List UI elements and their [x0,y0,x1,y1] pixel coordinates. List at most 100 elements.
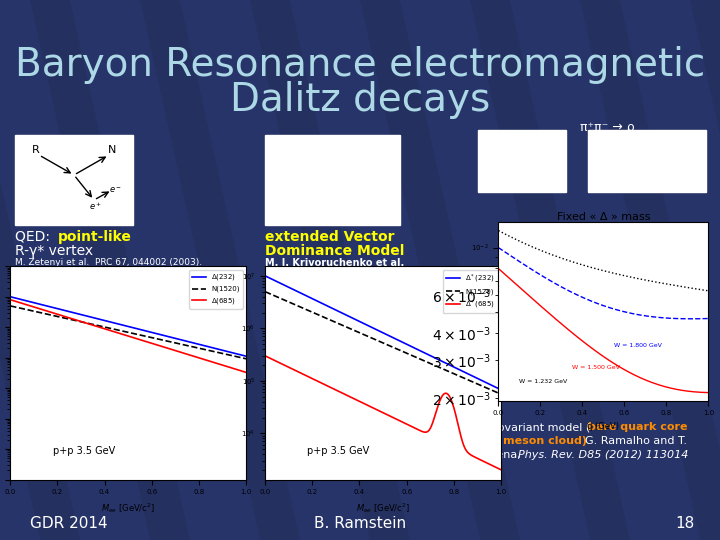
$\Delta$(685) [120,332,128,338]
Text: extended Vector: extended Vector [265,230,395,244]
Polygon shape [510,0,700,540]
N(1520) [491,389,500,395]
N(1520) [134,332,143,338]
Text: Dominance Model: Dominance Model [265,244,405,258]
N(1520) [497,391,505,397]
$\Delta^*$(232) [374,327,383,334]
Text: Baryon Resonance electromagnetic: Baryon Resonance electromagnetic [15,46,705,84]
$\Delta^*$(685) [401,421,410,427]
$\Delta$(232) [6,294,14,300]
Text: bare quark core: bare quark core [588,422,688,432]
Text: $e^-$: $e^-$ [109,185,122,195]
Text: M. I. Krivoruchenko et al.: M. I. Krivoruchenko et al. [265,258,404,268]
Legend: $\Delta^*$(232), N(1520), $\Delta^*$(685): $\Delta^*$(232), N(1520), $\Delta^*$(685… [443,269,498,313]
$\Delta$(232) [242,353,251,360]
N(1520) [120,328,128,335]
Polygon shape [290,0,480,540]
Text: $e^+$: $e^+$ [89,200,102,212]
X-axis label: q (GeV): q (GeV) [588,422,619,431]
Text: Covariant model (: Covariant model ( [490,422,590,432]
Polygon shape [70,0,260,540]
Line: N(1520): N(1520) [10,306,246,359]
Line: $\Delta$(232): $\Delta$(232) [10,297,246,356]
Line: $\Delta^*$(685): $\Delta^*$(685) [265,356,501,470]
Bar [588,130,706,192]
Text: QED:: QED: [15,230,59,244]
$\Delta$(232) [146,329,155,335]
Text: p+p 3.5 GeV: p+p 3.5 GeV [53,446,114,456]
N(1520) [261,288,269,295]
N(1520) [242,355,251,362]
$\Delta$(685) [134,336,143,342]
Bar [478,130,566,192]
$\Delta$(232) [134,326,143,332]
Text: R-γ* vertex: R-γ* vertex [15,244,93,258]
$\Delta^*$(685) [389,414,397,421]
X-axis label: $M_{ee}$ [GeV/c$^2$]: $M_{ee}$ [GeV/c$^2$] [101,501,156,515]
Text: GDR 2014: GDR 2014 [30,516,107,531]
N(1520) [118,328,127,334]
Text: N: N [108,145,117,155]
$\Delta^*$(232) [401,341,410,347]
$\Delta^*$(685) [373,407,382,413]
$\Delta^*$(232) [373,327,382,333]
$\Delta$(685) [6,296,14,303]
$\Delta^*$(232) [454,366,463,373]
Line: $\Delta$(685): $\Delta$(685) [10,300,246,373]
N(1520) [373,337,382,343]
$\Delta^*$(232) [389,334,397,341]
Polygon shape [180,0,370,540]
Text: Ann. Phys. 296, 299 (2002).: Ann. Phys. 296, 299 (2002). [265,270,401,280]
$\Delta$(685) [236,367,245,374]
$\Delta^*$(685) [491,464,500,470]
Title: Fixed « Δ » mass: Fixed « Δ » mass [557,212,650,222]
N(1520) [389,344,397,350]
Polygon shape [0,0,40,540]
N(1520) [236,354,245,361]
$\Delta^*$(685) [261,353,269,359]
Polygon shape [620,0,720,540]
Text: W = 1.800 GeV: W = 1.800 GeV [614,343,662,348]
$\Delta$(685) [118,331,127,338]
Bar [265,135,400,225]
$\Delta$(685) [242,369,251,376]
$\Delta$(232) [236,352,245,358]
$\Delta$(685) [146,340,155,346]
$\Delta$(232) [120,322,128,329]
$\Delta^*$(685) [497,467,505,473]
Text: + meson cloud): + meson cloud) [490,436,587,446]
$\Delta^*$(232) [497,387,505,393]
N(1520) [146,334,155,341]
Text: M. Zetenyi et al.  PRC 67, 044002 (2003).: M. Zetenyi et al. PRC 67, 044002 (2003). [15,258,202,267]
Text: π⁺π⁻ → ρ: π⁺π⁻ → ρ [580,122,634,134]
N(1520) [6,303,14,309]
$\Delta$(685) [199,356,208,362]
Text: Phys. Rev. D85 (2012) 113014: Phys. Rev. D85 (2012) 113014 [518,450,688,460]
Text: Pena,: Pena, [490,450,524,460]
N(1520) [374,338,383,345]
Bar [15,135,133,225]
Text: p+p 3.5 GeV: p+p 3.5 GeV [307,446,369,456]
Text: point-like: point-like [58,230,132,244]
Text: 18: 18 [676,516,695,531]
$\Delta$(232) [118,322,127,328]
Line: N(1520): N(1520) [265,292,501,394]
Text: B. Ramstein: B. Ramstein [314,516,406,531]
Legend: $\Delta$(232), N(1520), $\Delta$(685): $\Delta$(232), N(1520), $\Delta$(685) [189,269,243,309]
Line: $\Delta^*$(232): $\Delta^*$(232) [265,276,501,390]
$\Delta$(232) [199,342,208,349]
Text: G. Ramalho and T.: G. Ramalho and T. [578,436,687,446]
$\Delta^*$(685) [454,423,463,430]
Text: Dalitz decays: Dalitz decays [230,81,490,119]
$\Delta^*$(685) [374,408,383,414]
Polygon shape [400,0,590,540]
$\Delta^*$(232) [491,384,500,390]
X-axis label: $M_{ee}$ [GeV/c$^2$]: $M_{ee}$ [GeV/c$^2$] [356,501,410,515]
Text: W = 1.232 GeV: W = 1.232 GeV [519,379,567,384]
N(1520) [454,373,463,379]
Text: R: R [32,145,40,155]
N(1520) [199,346,208,353]
N(1520) [401,349,410,356]
Text: W = 1.500 GeV: W = 1.500 GeV [572,364,620,369]
$\Delta^*$(232) [261,273,269,279]
